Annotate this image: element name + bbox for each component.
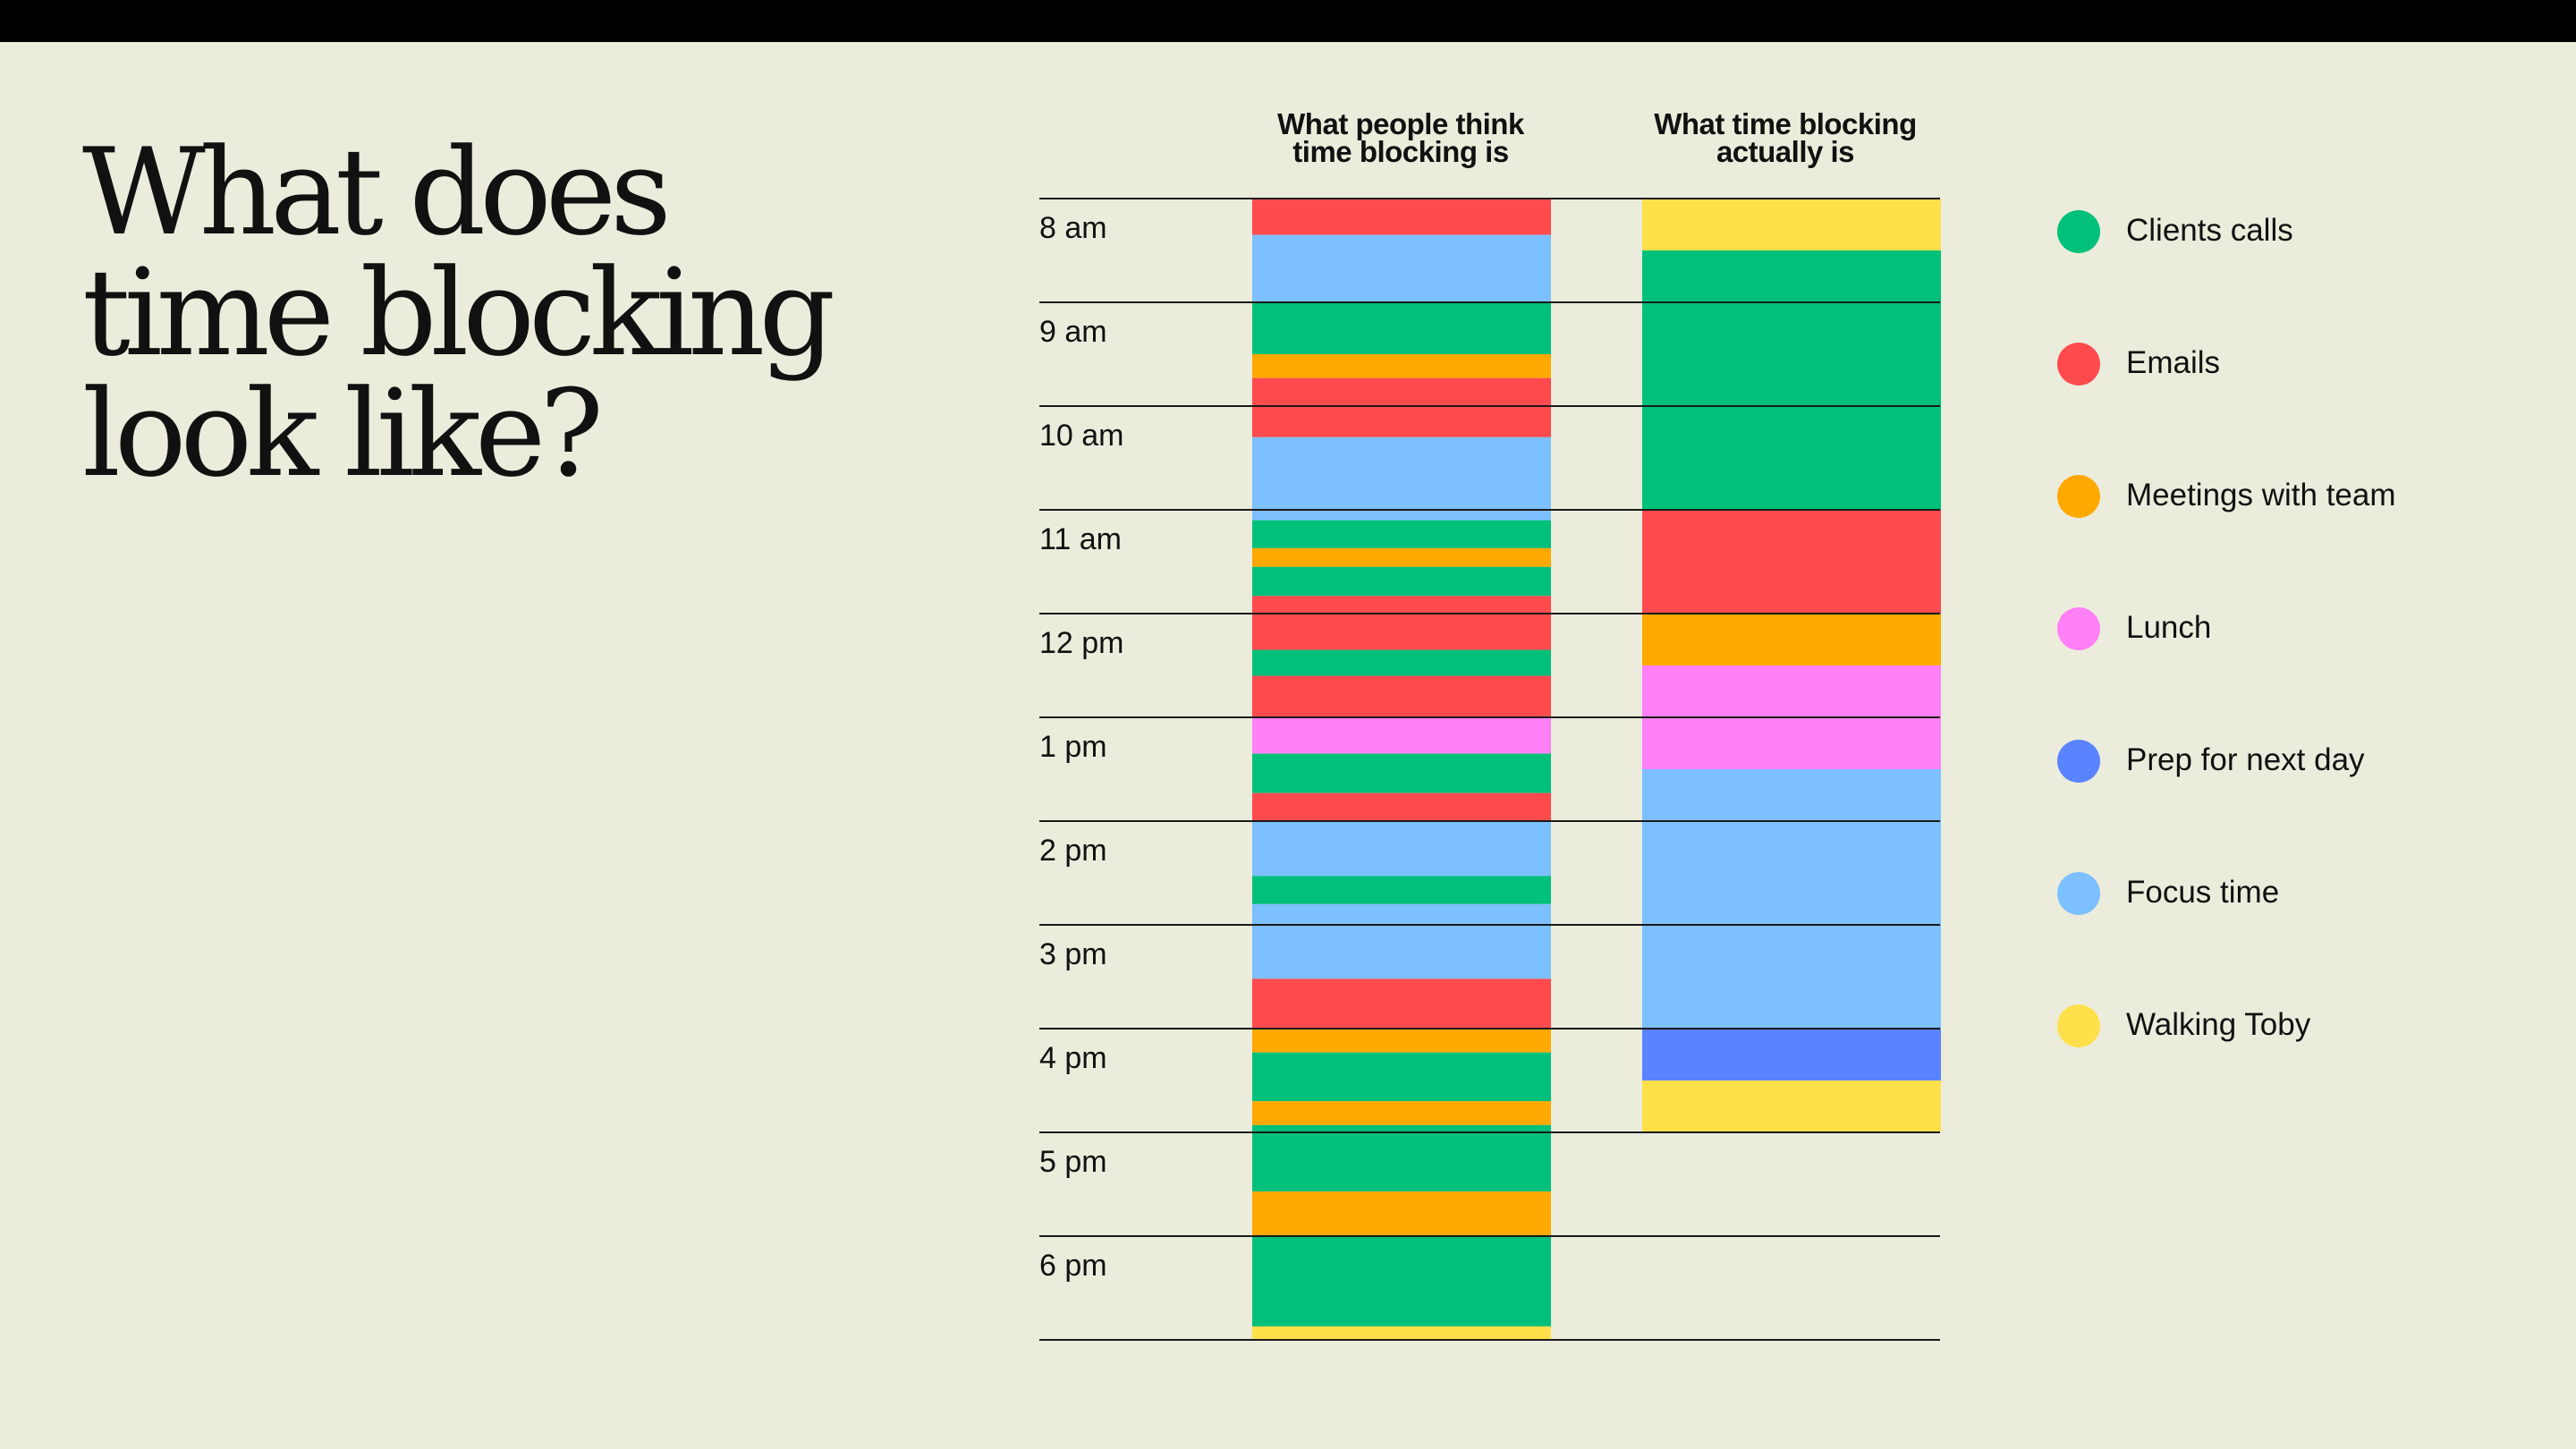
y-tick-label-18: 6 pm xyxy=(1039,1249,1107,1283)
title-line-3: look like? xyxy=(82,364,604,504)
y-tick-label-17: 5 pm xyxy=(1039,1145,1107,1179)
block-think-clients-16 xyxy=(1252,876,1551,904)
block-think-focus-5 xyxy=(1252,436,1551,521)
legend-dot-lunch xyxy=(2057,607,2100,650)
block-actual-prep-6 xyxy=(1642,1029,1941,1080)
block-think-emails-9 xyxy=(1252,596,1551,650)
block-think-meetings-23 xyxy=(1252,1191,1551,1236)
block-think-meetings-7 xyxy=(1252,547,1551,567)
block-think-walk-25 xyxy=(1252,1326,1551,1340)
top-black-bar xyxy=(0,0,2576,42)
column-title-actual-line-1: What time blocking xyxy=(1654,107,1917,140)
legend-label-walk: Walking Toby xyxy=(2126,1007,2311,1042)
column-title-think-line-2: time blocking is xyxy=(1292,135,1509,168)
legend-dot-meetings xyxy=(2057,475,2100,518)
legend-item-clients: Clients calls xyxy=(2057,208,2522,254)
block-think-emails-18 xyxy=(1252,979,1551,1029)
block-think-meetings-19 xyxy=(1252,1029,1551,1053)
block-actual-emails-2 xyxy=(1642,510,1941,614)
block-think-meetings-3 xyxy=(1252,354,1551,378)
block-actual-clients-1 xyxy=(1642,250,1941,510)
legend-dot-focus xyxy=(2057,872,2100,915)
column-title-actual-line-2: actually is xyxy=(1716,135,1855,168)
column-title-actual: What time blocking actually is xyxy=(1597,107,1973,168)
block-actual-focus-5 xyxy=(1642,769,1941,1029)
legend-dot-clients xyxy=(2057,210,2100,253)
legend-label-meetings: Meetings with team xyxy=(2126,478,2396,513)
block-think-clients-13 xyxy=(1252,753,1551,793)
block-actual-walk-7 xyxy=(1642,1080,1941,1132)
block-think-emails-0 xyxy=(1252,199,1551,235)
legend-label-emails: Emails xyxy=(2126,345,2221,380)
legend-dot-emails xyxy=(2057,343,2100,386)
legend-item-walk: Walking Toby xyxy=(2057,1002,2522,1048)
legend-item-meetings: Meetings with team xyxy=(2057,472,2522,519)
y-tick-label-12: 12 pm xyxy=(1039,626,1124,660)
legend-item-lunch: Lunch xyxy=(2057,605,2522,651)
legend-label-lunch: Lunch xyxy=(2126,610,2212,645)
y-tick-label-16: 4 pm xyxy=(1039,1041,1107,1075)
legend-item-prep: Prep for next day xyxy=(2057,737,2522,784)
legend-item-focus: Focus time xyxy=(2057,869,2522,916)
legend-dot-walk xyxy=(2057,1004,2100,1047)
block-think-clients-6 xyxy=(1252,520,1551,548)
block-think-emails-4 xyxy=(1252,377,1551,437)
title-line-1: What does xyxy=(82,123,672,262)
block-think-clients-20 xyxy=(1252,1052,1551,1102)
page-title: What does time blocking look like? xyxy=(82,132,977,495)
legend-label-focus: Focus time xyxy=(2126,875,2280,910)
block-actual-meetings-3 xyxy=(1642,614,1941,665)
y-tick-label-10: 10 am xyxy=(1039,419,1124,453)
block-actual-walk-0 xyxy=(1642,199,1941,250)
block-think-clients-10 xyxy=(1252,649,1551,676)
legend-dot-prep xyxy=(2057,740,2100,783)
y-tick-label-13: 1 pm xyxy=(1039,730,1107,764)
block-think-focus-1 xyxy=(1252,234,1551,302)
y-tick-label-8: 8 am xyxy=(1039,211,1107,245)
block-think-focus-17 xyxy=(1252,903,1551,979)
block-think-lunch-12 xyxy=(1252,717,1551,754)
legend-item-emails: Emails xyxy=(2057,340,2522,386)
column-title-think-line-1: What people think xyxy=(1277,107,1524,140)
legend-label-clients: Clients calls xyxy=(2126,213,2293,248)
y-tick-label-9: 9 am xyxy=(1039,315,1107,349)
block-think-clients-24 xyxy=(1252,1236,1551,1326)
block-think-clients-2 xyxy=(1252,302,1551,354)
y-tick-label-11: 11 am xyxy=(1039,522,1122,556)
block-think-clients-22 xyxy=(1252,1124,1551,1192)
block-think-emails-11 xyxy=(1252,675,1551,717)
y-tick-label-14: 2 pm xyxy=(1039,834,1107,868)
block-think-clients-8 xyxy=(1252,566,1551,597)
y-tick-label-15: 3 pm xyxy=(1039,937,1107,971)
block-think-focus-15 xyxy=(1252,821,1551,877)
block-think-emails-14 xyxy=(1252,792,1551,821)
column-title-think: What people think time blocking is xyxy=(1213,107,1589,168)
title-line-2: time blocking xyxy=(82,243,835,383)
block-think-meetings-21 xyxy=(1252,1101,1551,1125)
legend-label-prep: Prep for next day xyxy=(2126,742,2365,777)
